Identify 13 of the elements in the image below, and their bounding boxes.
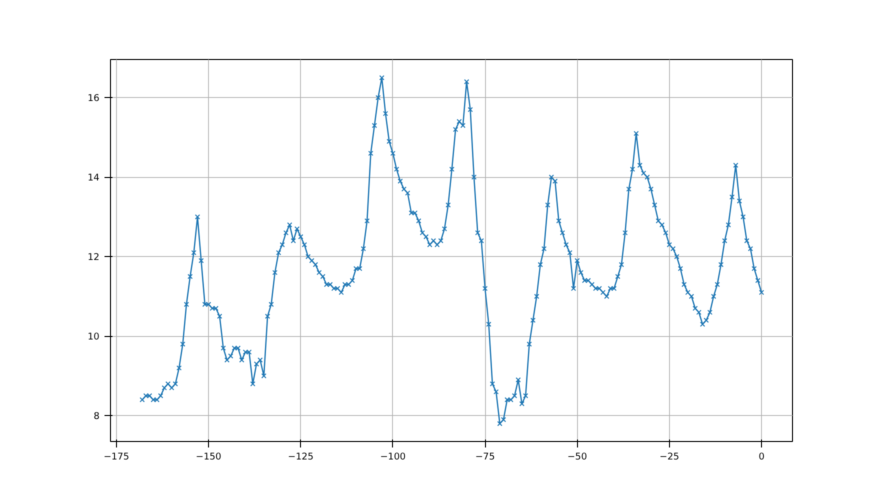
- x-tick-label: −50: [567, 452, 588, 462]
- y-tick-label: 14: [88, 172, 100, 184]
- x-tick-label: −100: [380, 452, 406, 462]
- x-tick-label: −25: [660, 452, 680, 462]
- y-tick-label: 12: [88, 252, 100, 264]
- y-tick-label: 8: [94, 411, 100, 422]
- x-tick-label: −125: [288, 452, 314, 462]
- x-tick-label: 0: [758, 452, 765, 462]
- x-tick-label: −150: [196, 452, 222, 462]
- y-tick-label: 16: [88, 93, 100, 104]
- y-tick-label: 10: [88, 332, 100, 343]
- x-tick-label: −175: [104, 452, 130, 462]
- x-tick-label: −75: [475, 452, 495, 462]
